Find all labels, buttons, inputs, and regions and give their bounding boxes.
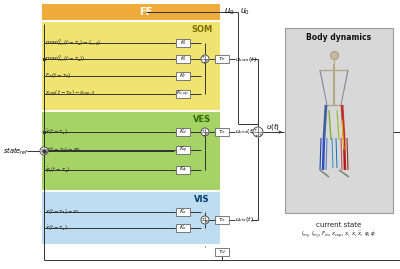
Bar	[176, 224, 190, 232]
Text: $F_m(t-\tau_a)$: $F_m(t-\tau_a)$	[45, 72, 72, 80]
Text: $\tau_e$: $\tau_e$	[218, 55, 226, 63]
Text: $u_0$: $u_0$	[240, 7, 250, 17]
Text: FF: FF	[139, 7, 153, 17]
Text: $\tau_e$: $\tau_e$	[218, 216, 226, 224]
Text: $l_{m_1}$, $l_{m_2}$, $F_m$, $x_{cop}$, $x$, $\dot{x}$, $\ddot{x}$, $\varphi$, $: $l_{m_1}$, $l_{m_2}$, $F_m$, $x_{cop}$, …	[301, 230, 377, 240]
Text: $\varphi(t-\tau_a)-\varphi_0$: $\varphi(t-\tau_a)-\varphi_0$	[45, 146, 81, 154]
Text: +: +	[258, 133, 262, 136]
Bar	[42, 22, 220, 110]
Text: $\dot{\varphi}_s(t-\tau_a)$: $\dot{\varphi}_s(t-\tau_a)$	[45, 165, 70, 175]
Text: $K_\phi$: $K_\phi$	[179, 165, 187, 175]
Text: $K_s$: $K_s$	[179, 224, 187, 232]
Text: +: +	[201, 129, 205, 133]
Circle shape	[201, 128, 209, 136]
Bar	[42, 192, 220, 244]
Circle shape	[201, 216, 209, 224]
Bar	[176, 72, 190, 80]
Circle shape	[201, 55, 209, 63]
Text: $u_{vis}(t)$: $u_{vis}(t)$	[235, 215, 254, 225]
Text: SOM: SOM	[191, 24, 213, 34]
Bar	[176, 146, 190, 154]
Bar	[215, 128, 229, 136]
Text: $\tau_e$: $\tau_e$	[218, 128, 226, 136]
Text: $K_\varphi$: $K_\varphi$	[179, 145, 187, 155]
Bar	[176, 39, 190, 47]
Text: max$(\hat{l}_m(t-\tau_a)-l_{m,0})$: max$(\hat{l}_m(t-\tau_a)-l_{m,0})$	[45, 38, 101, 48]
Text: $x_{cop}(t-\tau_a)-x_{cop,0}$: $x_{cop}(t-\tau_a)-x_{cop,0}$	[45, 89, 95, 99]
Text: +: +	[254, 128, 257, 132]
Text: +: +	[202, 61, 206, 65]
Text: $u_0$: $u_0$	[224, 7, 235, 17]
Text: max$(\hat{l}_m(t-\tau_a))$: max$(\hat{l}_m(t-\tau_a))$	[45, 54, 86, 64]
Text: +: +	[44, 151, 47, 155]
Text: $K_x$: $K_x$	[179, 208, 187, 217]
Bar	[42, 4, 220, 20]
Text: $K_F$: $K_F$	[179, 72, 187, 80]
Text: -: -	[41, 147, 43, 152]
Bar	[215, 216, 229, 224]
Text: +: +	[254, 134, 258, 138]
Text: +: +	[205, 59, 208, 63]
Text: state$_{ref}$: state$_{ref}$	[3, 146, 29, 157]
Bar	[42, 112, 220, 190]
Bar	[176, 128, 190, 136]
Text: +: +	[201, 217, 205, 221]
Bar	[176, 208, 190, 216]
Text: VES: VES	[193, 115, 211, 123]
Bar	[176, 90, 190, 98]
Text: +: +	[205, 132, 208, 136]
Bar	[215, 55, 229, 63]
Text: $K_l$: $K_l$	[180, 55, 186, 63]
Text: $K_l$: $K_l$	[180, 38, 186, 47]
Text: current state: current state	[316, 222, 362, 228]
Text: VIS: VIS	[194, 194, 210, 204]
Circle shape	[40, 147, 48, 155]
Text: $\tau_d$: $\tau_d$	[218, 248, 226, 256]
Text: $u_{ves}(t)$: $u_{ves}(t)$	[235, 128, 256, 136]
Text: $x(t-\tau_a)-x_0$: $x(t-\tau_a)-x_0$	[45, 207, 80, 217]
Text: Body dynamics: Body dynamics	[306, 33, 372, 41]
Text: $\ddot{x}(t-\tau_a)$: $\ddot{x}(t-\tau_a)$	[45, 127, 68, 137]
Bar	[215, 248, 229, 256]
Bar	[176, 166, 190, 174]
Text: $K_{cop}$: $K_{cop}$	[176, 89, 190, 99]
Text: $\dot{x}(t-\tau_a)$: $\dot{x}(t-\tau_a)$	[45, 223, 68, 233]
Bar	[285, 28, 393, 213]
Circle shape	[253, 127, 263, 137]
Text: +: +	[202, 134, 206, 138]
Text: $K_d$: $K_d$	[179, 128, 187, 136]
Bar	[176, 55, 190, 63]
Text: +: +	[205, 220, 208, 224]
Text: $u(t)$: $u(t)$	[266, 121, 280, 132]
Text: +: +	[201, 55, 205, 59]
Text: $u_{som}(t)$: $u_{som}(t)$	[235, 55, 257, 63]
